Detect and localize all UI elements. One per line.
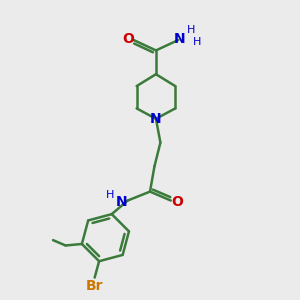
Text: N: N xyxy=(116,195,127,209)
Text: N: N xyxy=(150,112,162,126)
Text: H: H xyxy=(187,25,195,34)
Text: H: H xyxy=(106,190,114,200)
Text: Br: Br xyxy=(86,279,104,293)
Text: O: O xyxy=(122,32,134,46)
Text: N: N xyxy=(174,32,185,46)
Text: O: O xyxy=(171,195,183,209)
Text: H: H xyxy=(194,37,202,46)
